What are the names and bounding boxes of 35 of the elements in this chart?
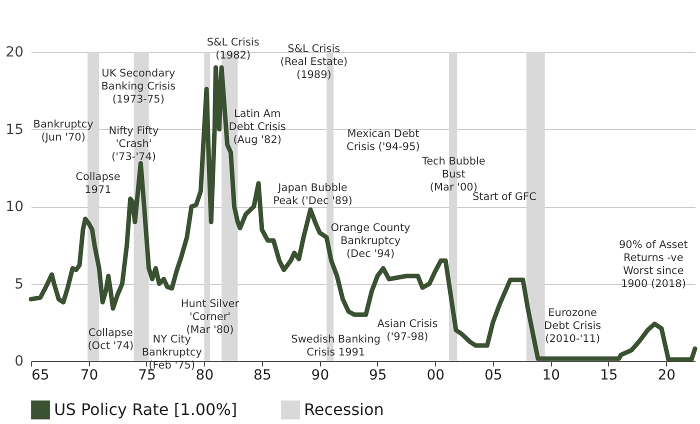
annotation: Latin Am Debt Crisis (Aug '82) [228, 108, 286, 146]
y-tick-label: 0 [14, 354, 24, 370]
x-tick-label: 90 [311, 368, 330, 384]
y-tick-label: 10 [6, 199, 24, 215]
annotation: S&L Crisis (Real Estate) (1989) [280, 42, 348, 81]
y-tick-label: 20 [6, 44, 24, 60]
x-tick-label: 95 [369, 368, 387, 384]
annotation: UK Secondary Banking Crisis (1973-75) [101, 68, 176, 106]
y-tick-label: 15 [6, 122, 24, 138]
annotation: Mexican Debt Crisis ('94-95) [346, 128, 420, 153]
x-tick-label: 70 [80, 368, 98, 384]
legend-label: Recession [304, 400, 384, 419]
x-tick-label: 15 [600, 368, 618, 384]
x-tick-label: 05 [484, 368, 502, 384]
legend-label: US Policy Rate [1.00%] [54, 400, 238, 419]
annotation: 90% of Asset Returns -ve Worst since 1900 (2018) [619, 239, 688, 290]
x-tick-label: 00 [426, 368, 445, 384]
x-tick-label: 20 [658, 368, 676, 384]
x-tick-label: 85 [254, 368, 272, 384]
x-tick-label: 65 [32, 368, 50, 384]
annotation: Eurozone Debt Crisis (2010-'11) [544, 307, 602, 346]
x-tick-label: 75 [138, 368, 156, 384]
annotation: Collapse (Oct '74) [88, 327, 134, 352]
annotation: Start of GFC [472, 191, 536, 204]
annotation: Bankruptcy (Jun '70) [33, 118, 94, 144]
x-tick-label: 10 [542, 368, 560, 384]
annotation: Orange County Bankruptcy (Dec '94) [330, 222, 410, 260]
annotation: Nifty Fifty 'Crash' ('73-'74) [108, 124, 159, 163]
y-tick-label: 5 [14, 276, 24, 292]
annotation: S&L Crisis (1982) [206, 36, 260, 62]
annotation: Japan Bubble Peak ('Dec '89) [273, 182, 352, 207]
annotation: Hunt Silver 'Corner' (Mar '80) [180, 298, 240, 336]
x-tick-label: 80 [196, 368, 214, 384]
annotation: Collapse 1971 [76, 171, 120, 196]
annotation: Swedish Banking Crisis 1991 [291, 333, 381, 358]
